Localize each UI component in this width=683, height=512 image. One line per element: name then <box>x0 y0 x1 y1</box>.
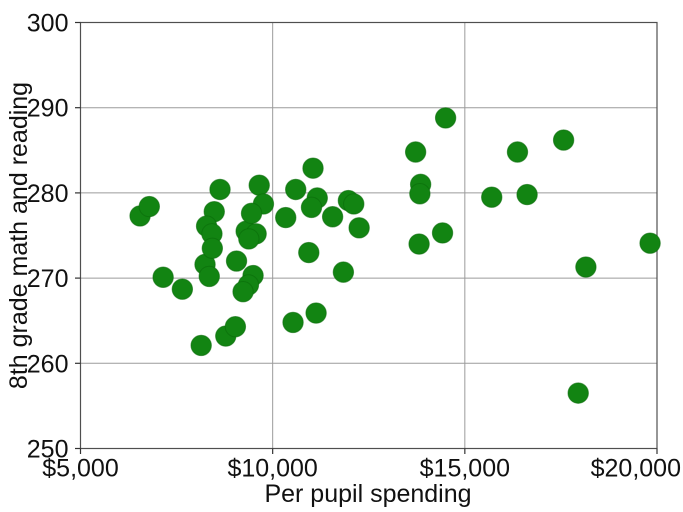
data-point <box>282 311 304 334</box>
data-point <box>516 183 538 206</box>
data-point <box>224 315 247 338</box>
data-point <box>332 261 355 283</box>
plot-border <box>79 21 658 450</box>
y-tick-label: 300 <box>27 10 69 38</box>
data-point <box>198 265 220 288</box>
data-point <box>285 178 307 201</box>
data-point <box>434 107 457 129</box>
y-axis-title: 8th grade math and reading <box>5 82 33 389</box>
y-tick-label: 290 <box>27 95 69 123</box>
axis-ticks <box>75 21 658 454</box>
x-tick-label: $20,000 <box>591 455 681 483</box>
axis-tick-labels: $5,000 $10,000 $15,000 $20,000 250 260 270 280 2… <box>27 10 681 483</box>
data-point <box>348 217 370 239</box>
data-points <box>129 107 661 404</box>
x-axis-title: Per pupil spending <box>264 480 471 508</box>
y-tick-label: 270 <box>27 265 69 293</box>
gridlines <box>80 22 657 449</box>
data-point <box>431 222 454 244</box>
x-tick-label: $10,000 <box>227 455 317 483</box>
data-point <box>404 141 427 163</box>
x-tick-label: $15,000 <box>420 455 510 483</box>
data-point <box>190 334 212 357</box>
data-point <box>138 195 160 218</box>
data-point <box>639 232 661 254</box>
data-point <box>305 302 327 324</box>
data-point <box>238 228 260 250</box>
x-tick-label: $5,000 <box>42 455 118 483</box>
data-point <box>300 196 323 219</box>
data-point <box>481 186 503 208</box>
data-point <box>209 178 231 201</box>
axes-box <box>79 21 658 450</box>
data-point <box>298 241 320 264</box>
data-point <box>575 256 597 278</box>
data-point <box>408 233 430 255</box>
data-point <box>552 129 575 151</box>
data-point <box>506 141 529 163</box>
data-point <box>232 281 254 303</box>
data-point <box>321 206 344 228</box>
data-point <box>225 250 248 272</box>
data-point <box>171 278 194 300</box>
data-point <box>343 193 365 215</box>
data-point <box>248 174 270 196</box>
data-point <box>201 237 224 259</box>
y-tick-label: 250 <box>27 436 69 464</box>
data-point <box>240 202 263 225</box>
data-point <box>275 206 297 229</box>
y-tick-label: 260 <box>27 350 69 378</box>
data-point <box>152 266 174 288</box>
data-point <box>302 157 324 179</box>
data-point <box>409 183 431 205</box>
data-point <box>567 382 589 404</box>
y-tick-label: 280 <box>27 180 69 208</box>
